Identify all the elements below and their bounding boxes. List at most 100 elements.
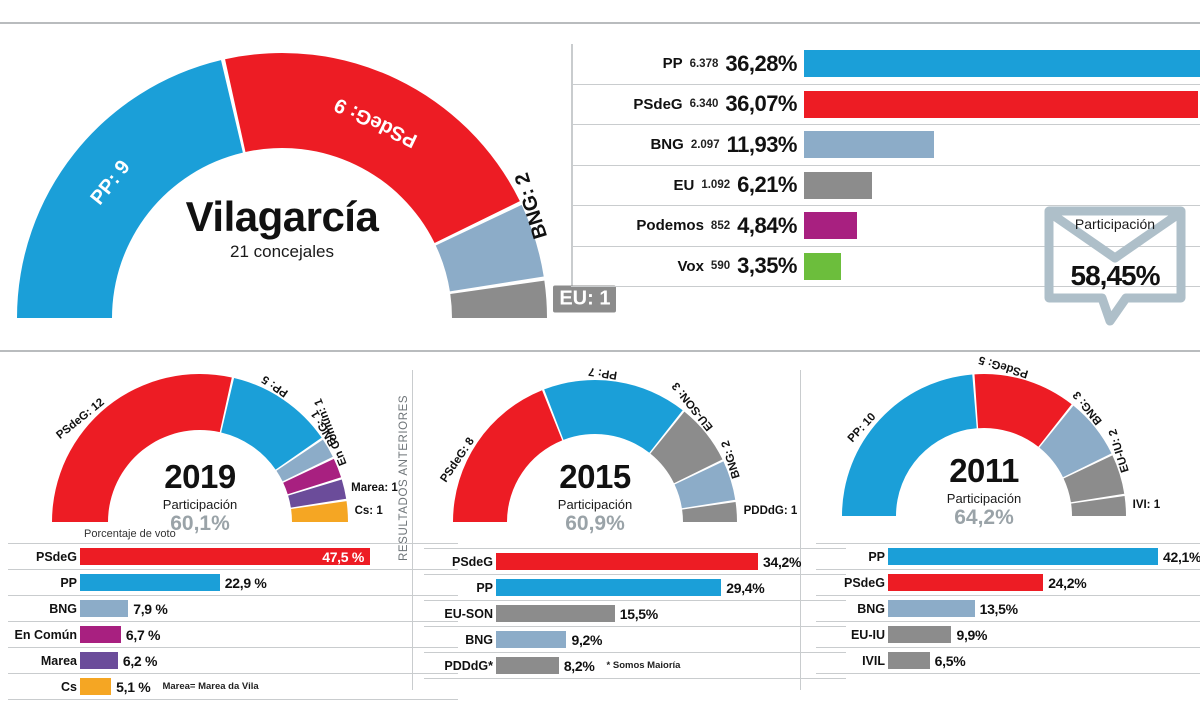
- previous-seat-donut-2019: 2019 Participación 60,1% PSdeG: 12 PP: 5 BNG:…: [10, 372, 398, 535]
- donut-subtitle: Participación: [946, 490, 1022, 506]
- previous-bar-party-name: PP: [476, 580, 493, 595]
- previous-bar-party-name: EU-IU: [850, 627, 885, 642]
- donut-svg: [52, 374, 348, 522]
- main-bar-row: Podemos 852 4,84%: [571, 206, 1200, 247]
- previous-bar-percentage: 24,2%: [1048, 574, 1087, 591]
- donut-svg: [842, 374, 1126, 516]
- donut-segment-label: PDDdG: 1: [743, 505, 798, 518]
- donut-segment: [453, 390, 563, 522]
- previous-bar-percentage: 13,5%: [979, 600, 1019, 617]
- divider-vertical-2015-2011: [800, 370, 801, 690]
- previous-bar-wrap: [888, 548, 1158, 565]
- previous-bar-wrap: 47,5 %: [80, 548, 370, 565]
- main-bar-fill: [804, 131, 935, 159]
- previous-bar-wrap: [888, 600, 975, 617]
- main-bar-row: Vox 590 3,35%: [571, 247, 1200, 287]
- previous-bar-row: En Común 6,7 %: [8, 622, 458, 648]
- previous-bar-percentage: 6,7 %: [125, 626, 161, 643]
- main-bar-fill: [804, 90, 1198, 118]
- donut-center-text: 2019 Participación 60,1%: [10, 460, 390, 535]
- donut-segment: [276, 439, 333, 482]
- previous-bar-percentage: 15,5%: [619, 605, 659, 622]
- previous-bar-wrap: [80, 600, 129, 617]
- previous-bar-wrap: [888, 626, 952, 643]
- donut-segment: [225, 52, 520, 244]
- previous-bar-fill: [80, 600, 129, 617]
- main-bar-percentage: 6,21%: [737, 172, 797, 198]
- main-bar-vote-count: 590: [710, 260, 731, 273]
- participation-value: 58,45%: [1070, 260, 1161, 291]
- main-bar-row: EU 1.092 6,21%: [571, 166, 1200, 206]
- previous-bar-fill: [496, 605, 615, 622]
- previous-bar-row: BNG 7,9 %: [8, 596, 458, 622]
- previous-bar-fill: [496, 553, 758, 570]
- previous-bar-percentage: 7,9 %: [133, 600, 168, 617]
- previous-bar-row: PSdeG 47,5 %: [8, 544, 458, 570]
- previous-bar-fill: [888, 652, 930, 669]
- donut-subtitle: 21 concejales: [230, 241, 334, 261]
- main-bar-party-name: Podemos: [636, 217, 704, 235]
- previous-bar-percentage: 6,5%: [934, 652, 966, 669]
- previous-bar-row: PP 22,9 %: [8, 570, 458, 596]
- previous-bar-wrap: [80, 652, 118, 669]
- previous-bar-row: PP 29,4%: [424, 575, 846, 601]
- previous-bars-note: Marea= Marea da Vila: [162, 681, 259, 692]
- main-bar-party-name: PP: [662, 55, 683, 73]
- donut-title: Vilagarcía: [185, 193, 379, 240]
- donut-title: 2011: [949, 452, 1019, 489]
- previous-bar-fill: [888, 600, 975, 617]
- previous-bar-row: EU-IU 9,9%: [816, 622, 1200, 648]
- previous-bar-wrap: [496, 605, 615, 622]
- previous-bar-wrap: [496, 579, 722, 596]
- previous-bar-party-name: PSdeG: [452, 554, 493, 569]
- previous-bar-percentage: 47,5 %: [322, 549, 364, 565]
- main-bar-labels: Podemos 852 4,84%: [571, 206, 804, 246]
- donut-center-text: 2015 Participación 60,9%: [410, 460, 780, 535]
- previous-bar-party-name: IVIL: [862, 653, 885, 668]
- donut-svg: [17, 52, 547, 318]
- previous-bar-fill: [496, 579, 722, 596]
- previous-bar-percentage: 42,1%: [1163, 548, 1200, 565]
- previous-seat-donut-2011: 2011 Participación 64,2% PP: 10 PSdeG: 5 BNG:…: [812, 353, 1190, 529]
- previous-bar-wrap: [496, 657, 559, 674]
- previous-vote-bar-chart-2015: PSdeG 34,2% PP 29,4% EU-SON 15,5% BNG 9,2% PDDdG…: [424, 548, 846, 679]
- donut-segment: [221, 377, 322, 470]
- divider-middle: [0, 350, 1200, 352]
- previous-bars-note: * Somos Maioría: [606, 660, 681, 671]
- main-bar-labels: PSdeG 6.340 36,07%: [571, 85, 804, 125]
- previous-bar-row: PSdeG 34,2%: [424, 549, 846, 575]
- main-bar-percentage: 11,93%: [726, 131, 798, 157]
- previous-bar-row: Cs 5,1 % Marea= Marea da Vila: [8, 674, 458, 700]
- main-bar-party-name: EU: [673, 176, 695, 194]
- previous-bar-party-name: Cs: [61, 679, 77, 694]
- donut-segment: [842, 374, 977, 516]
- previous-bar-fill: [888, 626, 952, 643]
- donut-segment-label: IVI: 1: [1132, 499, 1161, 512]
- previous-bar-party-name: BNG: [49, 601, 77, 616]
- previous-bar-party-name: Marea: [40, 653, 77, 668]
- donut-title: 2015: [559, 458, 631, 495]
- previous-bar-row: PDDdG* 8,2% * Somos Maioría: [424, 653, 846, 679]
- previous-bar-percentage: 9,9%: [956, 626, 988, 643]
- main-bar-percentage: 3,35%: [737, 253, 797, 279]
- donut-segment: [974, 374, 1072, 447]
- previous-bar-wrap: [80, 678, 112, 695]
- donut-center-text: Vilagarcía 21 concejales: [10, 193, 555, 262]
- main-bar-labels: Vox 590 3,35%: [571, 247, 804, 287]
- donut-segment-label: Cs: 1: [354, 505, 383, 518]
- previous-bar-party-name: En Común: [14, 627, 78, 642]
- divider-vertical-2019-2015: [412, 370, 413, 690]
- previous-bar-party-name: PSdeG: [844, 575, 885, 590]
- donut-participation-value: 64,2%: [954, 505, 1014, 529]
- previous-bar-fill: [888, 574, 1044, 591]
- previous-bar-fill: [496, 631, 567, 648]
- previous-bar-fill: [496, 657, 559, 674]
- donut-segment: [435, 204, 544, 292]
- main-bar-fill: [804, 50, 1200, 78]
- main-bar-party-name: PSdeG: [633, 95, 683, 113]
- donut-segment: [1063, 455, 1125, 503]
- main-seat-donut: Vilagarcía 21 concejales PP: 9 PSdeG: 9 BNG:…: [10, 46, 617, 326]
- previous-bar-row: BNG 9,2%: [424, 627, 846, 653]
- bars-header-2019: Porcentaje de voto: [84, 528, 176, 540]
